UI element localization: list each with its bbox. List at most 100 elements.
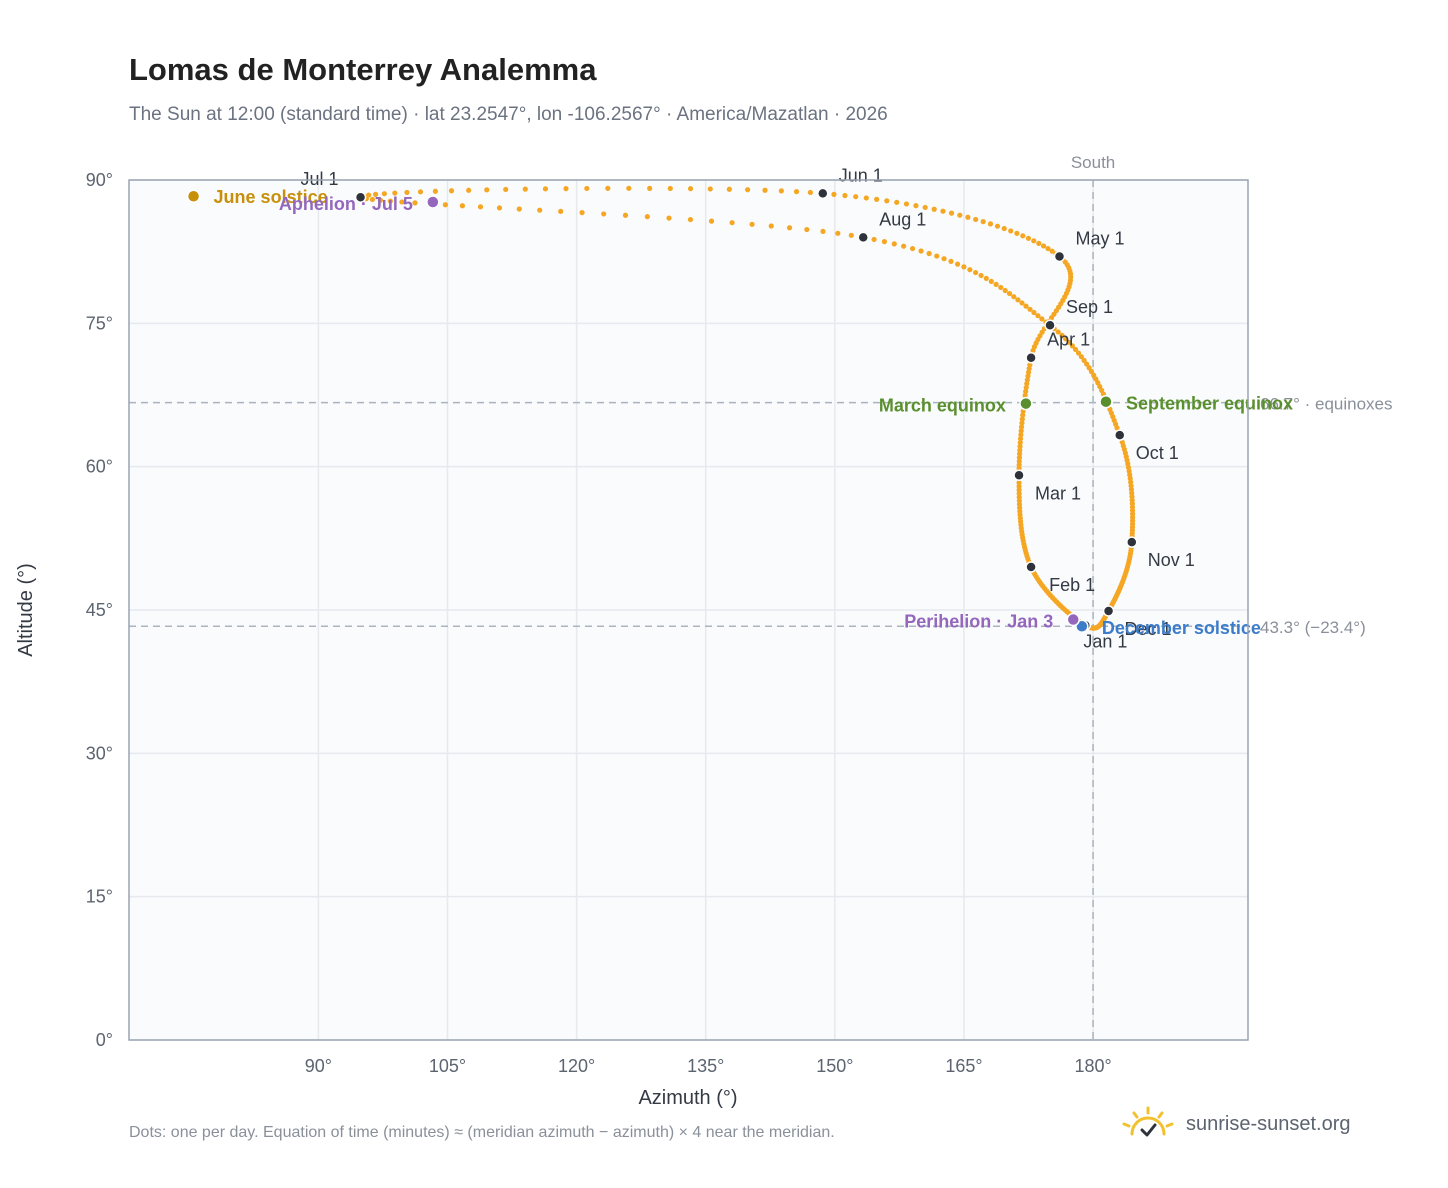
daily-dot bbox=[1017, 451, 1023, 457]
daily-dot bbox=[884, 198, 890, 204]
daily-dot bbox=[1014, 230, 1020, 236]
daily-dot bbox=[1016, 491, 1022, 497]
daily-dot bbox=[1018, 428, 1024, 434]
daily-dot bbox=[874, 196, 880, 202]
daily-dot bbox=[399, 199, 405, 205]
daily-dot bbox=[994, 223, 1001, 229]
daily-dot bbox=[1018, 432, 1024, 438]
daily-dot bbox=[848, 232, 854, 238]
x-tick-label: 180° bbox=[1074, 1056, 1111, 1076]
daily-dot bbox=[392, 190, 398, 196]
daily-dot bbox=[965, 214, 971, 220]
daily-dot bbox=[1088, 368, 1095, 375]
daily-dot bbox=[988, 278, 994, 284]
daily-dot bbox=[1019, 420, 1025, 426]
daily-dot bbox=[967, 267, 973, 273]
brand-name: sunrise-sunset.org bbox=[1186, 1112, 1351, 1135]
x-axis-label: Azimuth (°) bbox=[638, 1087, 737, 1109]
daily-dot bbox=[941, 256, 947, 262]
y-tick-label: 75° bbox=[86, 313, 113, 333]
daily-dot bbox=[762, 187, 768, 193]
x-tick-label: 150° bbox=[816, 1056, 853, 1076]
daily-dot bbox=[432, 188, 438, 194]
month-label: Dec 1 bbox=[1125, 619, 1172, 639]
brand[interactable]: sunrise-sunset.org bbox=[1120, 1104, 1351, 1144]
daily-dot bbox=[1017, 443, 1023, 449]
month-marker bbox=[1102, 605, 1115, 617]
grid-lines bbox=[129, 179, 1248, 1041]
daily-dot bbox=[412, 200, 418, 206]
month-marker bbox=[1113, 429, 1126, 441]
daily-dot bbox=[1081, 357, 1087, 363]
daily-dot bbox=[1084, 361, 1090, 367]
daily-dot bbox=[961, 264, 967, 270]
daily-dot bbox=[1025, 235, 1032, 241]
x-tick-label: 165° bbox=[945, 1056, 982, 1076]
daily-dot bbox=[503, 186, 509, 193]
daily-dot bbox=[1027, 306, 1033, 312]
daily-dot bbox=[404, 189, 410, 196]
daily-dot bbox=[1020, 412, 1026, 418]
daily-dot bbox=[1017, 439, 1023, 446]
daily-dot bbox=[1018, 424, 1025, 430]
daily-dot bbox=[516, 206, 522, 212]
daily-dot bbox=[466, 187, 472, 193]
event-marker bbox=[426, 195, 440, 209]
daily-dot bbox=[918, 248, 924, 254]
daily-dot bbox=[978, 272, 984, 279]
daily-dot bbox=[1031, 309, 1037, 316]
daily-dot bbox=[993, 281, 999, 287]
month-marker bbox=[1025, 351, 1037, 364]
month-label: Jul 1 bbox=[301, 169, 339, 189]
daily-dot bbox=[973, 216, 979, 223]
daily-dot bbox=[980, 219, 986, 225]
daily-dot bbox=[605, 185, 611, 191]
daily-dot bbox=[1023, 384, 1029, 391]
daily-dot bbox=[1016, 454, 1023, 461]
daily-dot bbox=[381, 191, 387, 197]
daily-dot bbox=[1045, 245, 1051, 252]
daily-dot bbox=[1001, 225, 1007, 232]
daily-dot bbox=[448, 188, 455, 194]
daily-dot bbox=[909, 245, 916, 252]
daily-dot bbox=[820, 228, 826, 235]
sun-logo-icon bbox=[1122, 1106, 1174, 1137]
daily-dot bbox=[948, 258, 954, 264]
daily-dot bbox=[558, 208, 564, 214]
daily-dot bbox=[584, 185, 590, 192]
daily-dot bbox=[687, 186, 694, 192]
daily-dot bbox=[807, 189, 813, 196]
event-label: December solstice bbox=[1102, 618, 1261, 638]
reference-line-label: 43.3° (−23.4°) bbox=[1260, 618, 1366, 637]
daily-dot bbox=[537, 207, 543, 213]
daily-dot bbox=[459, 203, 466, 209]
month-marker bbox=[1013, 469, 1025, 482]
daily-dot bbox=[881, 239, 888, 245]
daily-dot bbox=[894, 199, 900, 205]
daily-dot bbox=[1078, 354, 1084, 360]
daily-dot bbox=[1023, 388, 1029, 395]
daily-dot bbox=[1008, 228, 1014, 234]
daily-dot bbox=[417, 189, 424, 195]
event-marker bbox=[186, 189, 201, 203]
daily-dot bbox=[871, 236, 877, 243]
daily-dot bbox=[1072, 346, 1079, 353]
daily-dot bbox=[1040, 243, 1047, 249]
daily-dot bbox=[842, 192, 848, 199]
daily-dot bbox=[1017, 447, 1023, 453]
daily-dot bbox=[957, 212, 963, 218]
daily-dot bbox=[644, 214, 650, 220]
month-marker bbox=[857, 231, 869, 244]
month-label: Mar 1 bbox=[1035, 483, 1081, 503]
meridian-label: South bbox=[1071, 153, 1115, 172]
daily-dot bbox=[1036, 240, 1042, 246]
daily-dot bbox=[1002, 287, 1008, 294]
daily-dot bbox=[477, 204, 484, 210]
y-tick-label: 45° bbox=[86, 600, 113, 620]
event-marker bbox=[1066, 612, 1081, 627]
daily-dot bbox=[804, 226, 810, 233]
event-marker bbox=[1099, 394, 1113, 409]
daily-dot bbox=[1016, 483, 1022, 489]
daily-dot bbox=[1019, 300, 1025, 306]
